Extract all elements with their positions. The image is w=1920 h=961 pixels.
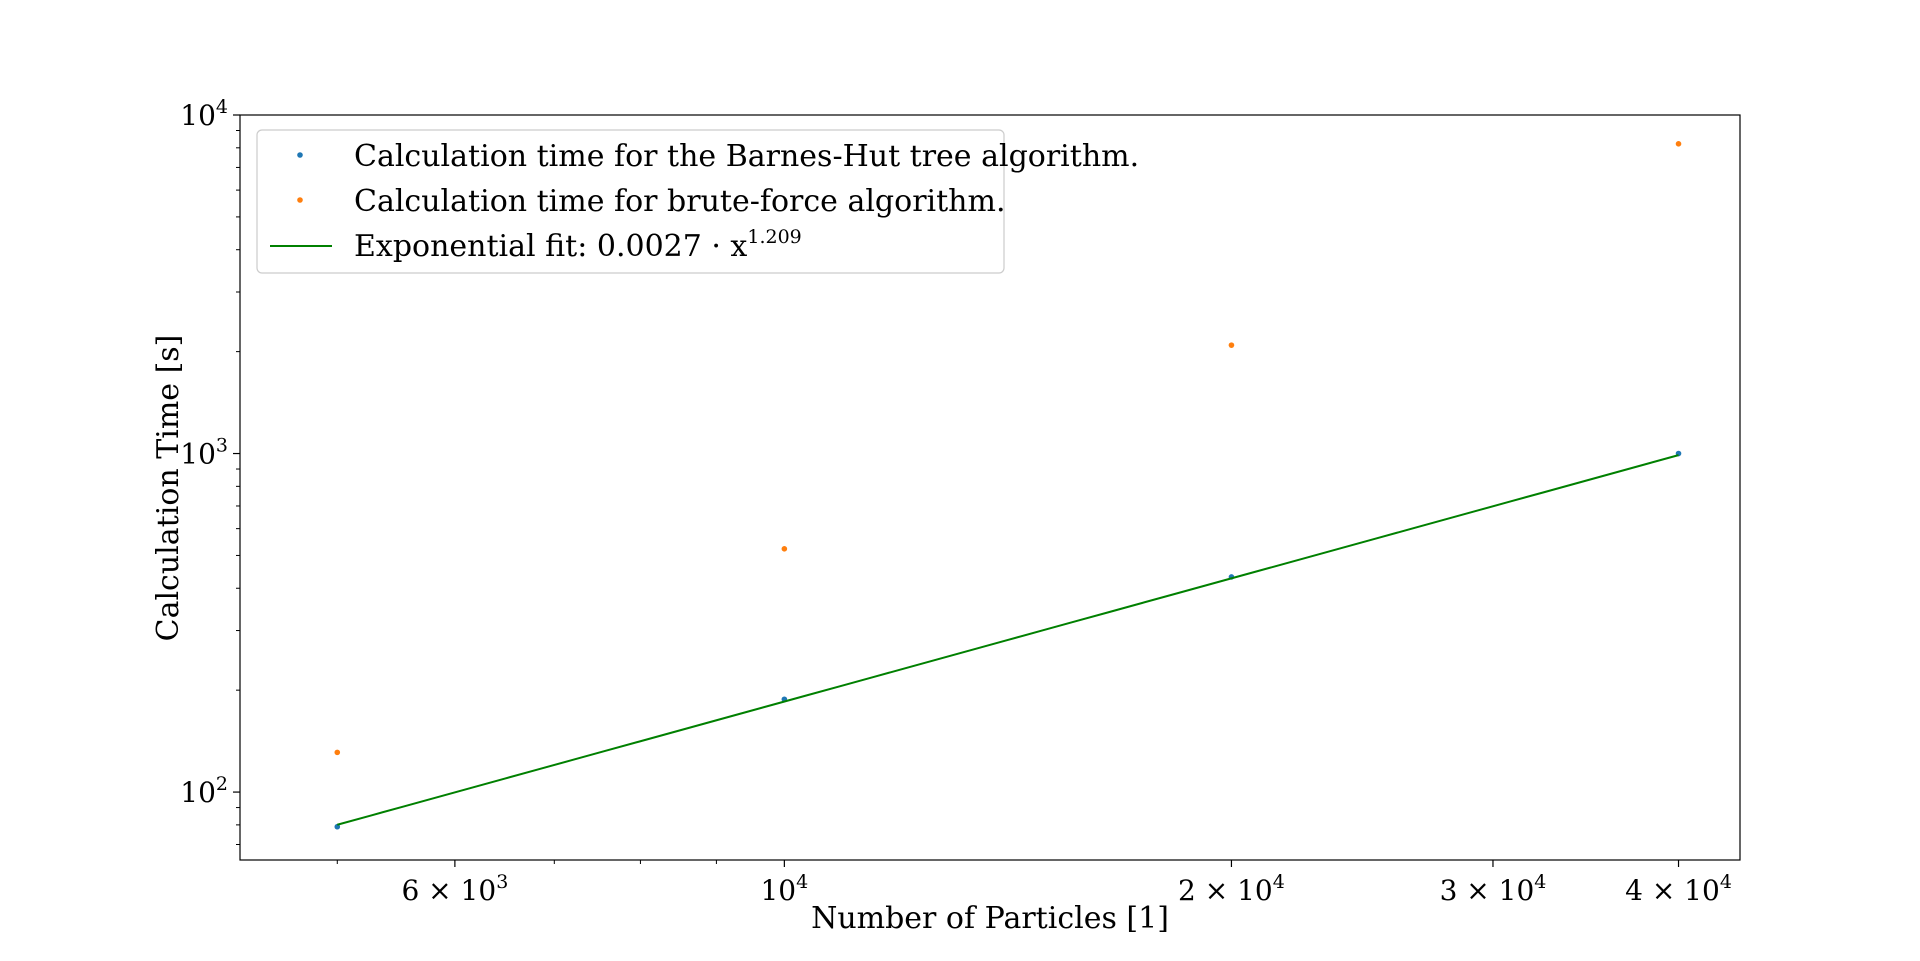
y-tick-label: 104 bbox=[180, 96, 228, 132]
x-tick-label: 3 × 104 bbox=[1440, 871, 1547, 907]
data-point-series-1 bbox=[1228, 342, 1235, 348]
fit-line bbox=[337, 454, 1679, 826]
data-point-series-1 bbox=[334, 749, 341, 756]
legend-box bbox=[256, 129, 1005, 274]
data-point-series-1 bbox=[1675, 141, 1682, 147]
x-tick-label: 104 bbox=[760, 871, 808, 907]
x-axis-label: Number of Particles [1] bbox=[811, 901, 1169, 936]
legend-label-brute-force: Calculation time for brute-force algorit… bbox=[354, 184, 1006, 219]
axes-frame bbox=[239, 114, 1741, 861]
x-tick-label: 4 × 104 bbox=[1625, 871, 1732, 907]
x-tick-label: 6 × 103 bbox=[401, 871, 508, 907]
y-axis-label: Calculation Time [s] bbox=[151, 335, 186, 642]
legend-label-fit: Exponential fit: 0.0027 · x1.209 bbox=[354, 226, 802, 264]
chart-marks bbox=[334, 141, 1682, 830]
legend-label-barnes-hut: Calculation time for the Barnes-Hut tree… bbox=[354, 139, 1139, 174]
legend-marker-brute-force bbox=[297, 197, 303, 203]
legend: Calculation time for the Barnes-Hut tree… bbox=[256, 129, 1139, 274]
legend-marker-barnes-hut bbox=[297, 152, 303, 158]
axis-ticks: 6 × 103 104 2 × 104 3 × 104 4 × 104 102 103 104 bbox=[180, 96, 1732, 907]
data-point-series-1 bbox=[781, 546, 788, 552]
x-tick-label: 2 × 104 bbox=[1178, 871, 1285, 907]
y-tick-label: 103 bbox=[180, 435, 228, 471]
y-tick-label: 102 bbox=[180, 773, 228, 809]
